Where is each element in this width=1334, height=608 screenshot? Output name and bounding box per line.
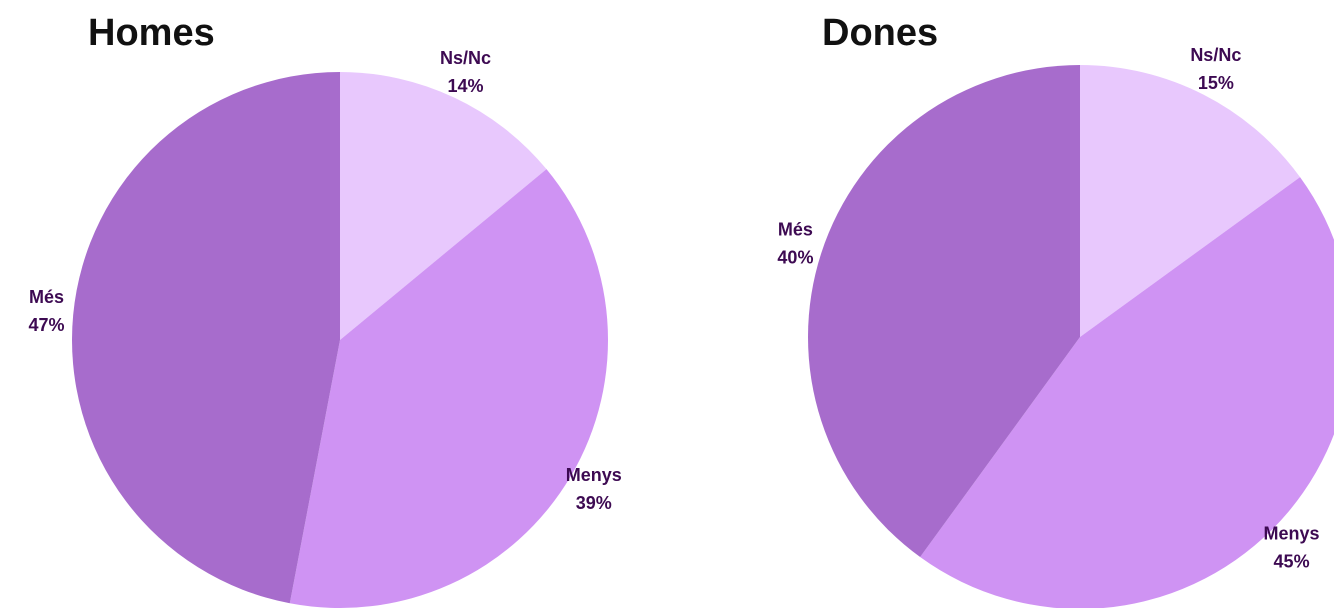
slice-category-label: Més xyxy=(29,287,64,307)
slice-category-label: Ns/Nc xyxy=(1190,45,1241,65)
slice-category-label: Menys xyxy=(1264,523,1320,543)
pie-slice xyxy=(808,65,1080,558)
pie-slice xyxy=(340,72,547,340)
pie-chart: Homes Ns/Nc 14% Menys 39% Més 47% xyxy=(28,12,622,608)
slice-value-label: 45% xyxy=(1274,551,1310,571)
slice-value-label: 40% xyxy=(777,247,813,267)
chart-title: Dones xyxy=(822,12,938,54)
pie-slice xyxy=(1080,65,1301,337)
slice-category-label: Menys xyxy=(566,465,622,485)
pie-chart: Dones Ns/Nc 15% Menys 45% Més 40% xyxy=(777,12,1334,608)
slice-category-label: Ns/Nc xyxy=(440,48,491,68)
slice-value-label: 47% xyxy=(28,315,64,335)
chart-title: Homes xyxy=(88,12,215,54)
pie-slice xyxy=(289,169,608,608)
pie-slice xyxy=(920,177,1334,608)
pie-slice xyxy=(72,72,341,604)
slice-category-label: Més xyxy=(778,219,813,239)
slice-value-label: 15% xyxy=(1198,73,1234,93)
slice-value-label: 14% xyxy=(448,76,484,96)
slice-value-label: 39% xyxy=(576,493,612,513)
